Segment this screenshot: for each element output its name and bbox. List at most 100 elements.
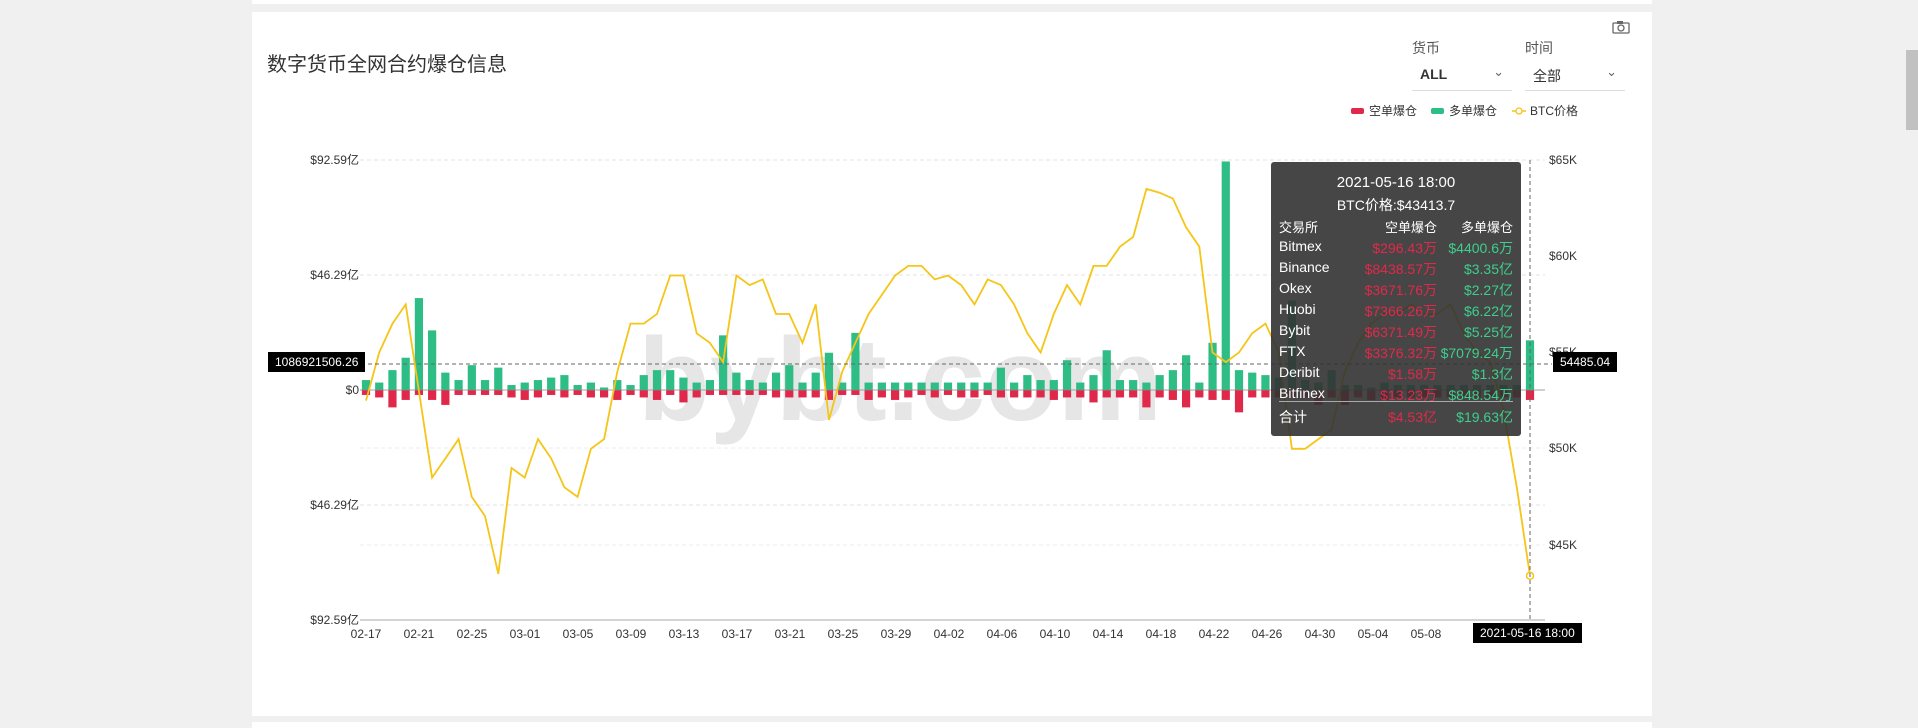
long-bar[interactable] [1010,382,1019,390]
short-bar[interactable] [1129,390,1138,398]
long-bar[interactable] [824,352,834,390]
long-bar[interactable] [1181,355,1191,390]
short-bar[interactable] [943,390,953,395]
short-bar[interactable] [1049,390,1058,400]
short-bar[interactable] [1155,390,1164,398]
long-bar[interactable] [533,380,543,390]
legend-swatch[interactable] [1431,108,1444,114]
long-bar[interactable] [957,382,966,390]
short-bar[interactable] [1102,390,1111,398]
long-bar[interactable] [375,382,384,390]
short-bar[interactable] [798,390,807,398]
short-bar[interactable] [732,390,741,395]
long-bar[interactable] [480,380,490,390]
long-bar[interactable] [652,370,662,390]
long-bar[interactable] [1023,375,1032,390]
short-bar[interactable] [480,390,490,395]
short-bar[interactable] [1010,390,1019,398]
long-bar[interactable] [560,375,569,390]
short-bar[interactable] [904,390,913,398]
short-bar[interactable] [692,390,701,398]
short-bar[interactable] [851,390,860,395]
long-bar[interactable] [1062,360,1072,390]
long-bar[interactable] [679,377,688,390]
long-bar[interactable] [811,372,820,390]
long-bar[interactable] [983,382,992,390]
long-bar[interactable] [388,370,397,390]
short-bar[interactable] [1062,390,1072,398]
long-bar[interactable] [745,380,754,390]
scrollbar-thumb[interactable] [1906,50,1918,130]
long-bar[interactable] [877,382,886,390]
long-bar[interactable] [507,385,516,390]
long-bar[interactable] [1129,380,1138,390]
short-bar[interactable] [1234,390,1244,413]
camera-icon[interactable] [1612,20,1630,34]
long-bar[interactable] [692,382,701,390]
long-bar[interactable] [1036,380,1045,390]
long-bar[interactable] [798,382,807,390]
short-bar[interactable] [970,390,979,398]
long-bar[interactable] [494,367,503,390]
short-bar[interactable] [824,390,834,400]
short-bar[interactable] [361,390,371,395]
long-bar[interactable] [1049,380,1058,390]
short-bar[interactable] [957,390,966,398]
currency-select[interactable]: ALL ⌄ [1412,64,1512,91]
short-bar[interactable] [533,390,543,398]
long-bar[interactable] [361,380,371,390]
short-bar[interactable] [573,390,582,395]
long-bar[interactable] [904,382,913,390]
long-bar[interactable] [401,357,410,390]
legend-label[interactable]: 多单爆仓 [1449,104,1497,118]
long-bar[interactable] [838,382,847,390]
long-bar[interactable] [943,382,953,390]
long-bar[interactable] [626,385,635,390]
short-bar[interactable] [441,390,450,405]
long-bar[interactable] [1221,161,1230,390]
short-bar[interactable] [375,390,384,398]
short-bar[interactable] [428,390,437,400]
short-bar[interactable] [1036,390,1045,398]
short-bar[interactable] [785,390,794,398]
long-bar[interactable] [705,380,715,390]
short-bar[interactable] [864,390,873,400]
short-bar[interactable] [467,390,476,395]
short-bar[interactable] [983,390,992,395]
short-bar[interactable] [560,390,569,398]
legend-swatch[interactable] [1351,108,1364,114]
long-bar[interactable] [1195,382,1204,390]
long-bar[interactable] [1208,342,1217,390]
long-bar[interactable] [599,387,609,390]
long-bar[interactable] [573,385,582,390]
short-bar[interactable] [679,390,688,403]
long-bar[interactable] [1168,370,1177,390]
short-bar[interactable] [1115,390,1125,398]
long-bar[interactable] [1142,382,1151,390]
long-bar[interactable] [771,372,781,390]
short-bar[interactable] [930,390,939,398]
long-bar[interactable] [1261,375,1270,390]
long-bar[interactable] [454,380,463,390]
legend-label[interactable]: 空单爆仓 [1369,104,1417,118]
long-bar[interactable] [930,382,939,390]
short-bar[interactable] [838,390,847,395]
short-bar[interactable] [388,390,397,408]
short-bar[interactable] [1195,390,1204,398]
long-bar[interactable] [851,332,860,390]
short-bar[interactable] [454,390,463,395]
time-select[interactable]: 全部 ⌄ [1525,64,1625,91]
long-bar[interactable] [785,365,794,390]
short-bar[interactable] [1142,390,1151,408]
short-bar[interactable] [626,390,635,395]
short-bar[interactable] [996,390,1006,398]
short-bar[interactable] [1221,390,1230,400]
long-bar[interactable] [441,372,450,390]
short-bar[interactable] [1168,390,1177,400]
long-bar[interactable] [520,382,529,390]
short-bar[interactable] [758,390,767,395]
long-bar[interactable] [864,382,873,390]
long-bar[interactable] [1076,382,1085,390]
short-bar[interactable] [877,390,886,398]
short-bar[interactable] [1261,390,1270,398]
